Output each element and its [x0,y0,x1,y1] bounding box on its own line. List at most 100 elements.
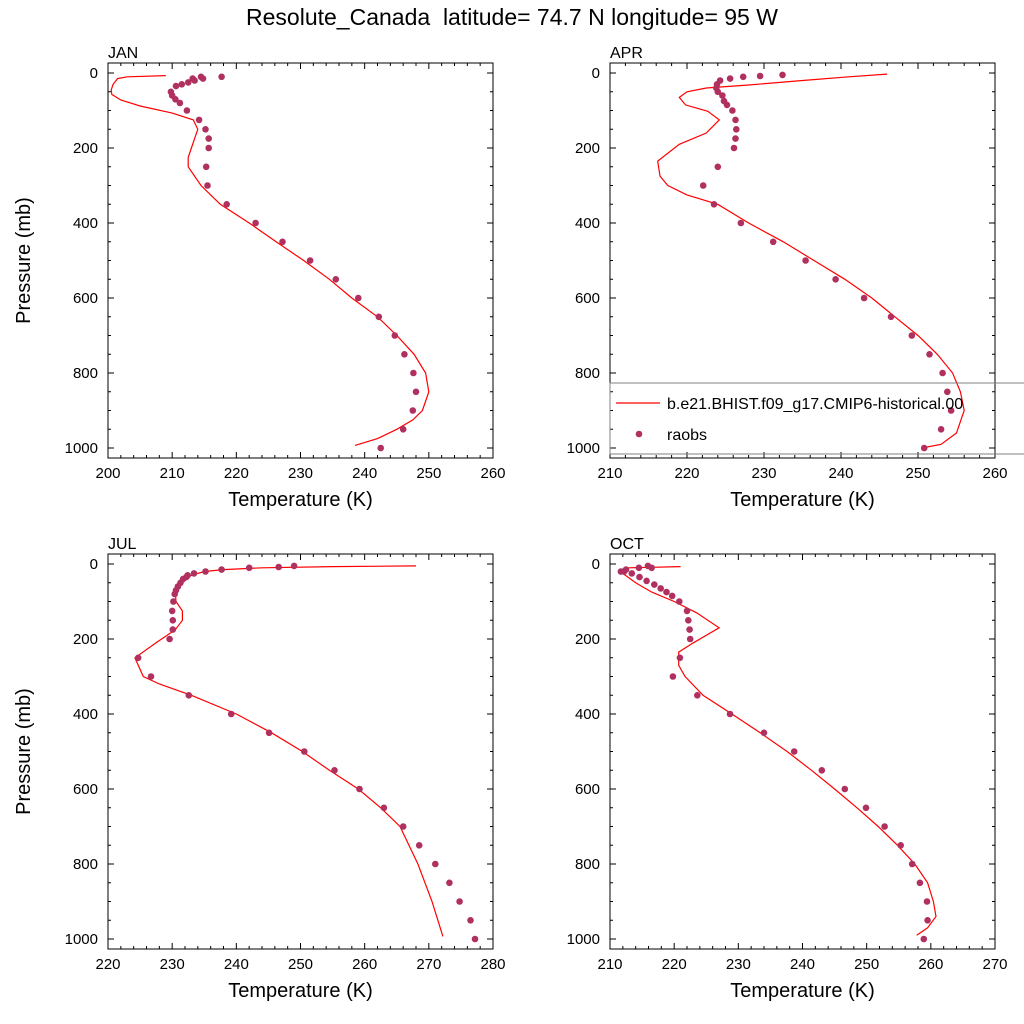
legend-marker-swatch [635,430,643,438]
raobs-point [195,116,203,124]
raobs-point [719,92,726,99]
raobs-point [760,729,768,737]
raobs-point [756,72,764,80]
raobs-point [245,564,253,572]
raobs-point [205,135,212,142]
y-tick-label: 600 [575,781,600,798]
plot-data [617,562,937,943]
raobs-point [172,82,180,90]
y-tick-label: 1000 [567,931,600,948]
raobs-point [189,75,196,82]
raobs-point [456,898,463,905]
x-tick-label: 270 [416,956,441,973]
raobs-point [947,407,955,414]
y-tick-label: 200 [73,140,98,157]
raobs-point [202,568,209,575]
raobs-point [730,144,738,152]
y-tick-label: 600 [73,290,98,307]
raobs-point [412,388,420,396]
raobs-point [467,917,474,924]
raobs-point [184,572,191,579]
y-axis-label: Pressure (mb) [13,688,35,815]
raobs-point [409,407,417,414]
raobs-point [726,75,734,82]
x-tick-label: 220 [224,465,249,482]
raobs-point [720,97,728,105]
raobs-point [415,842,423,849]
x-tick-label: 240 [828,465,853,482]
x-tick-label: 230 [288,465,313,482]
raobs-point [716,77,724,84]
legend-box [609,382,1024,455]
x-tick-label: 210 [597,956,622,973]
x-tick-label: 200 [95,465,120,482]
raobs-point [252,219,259,227]
raobs-point [446,879,453,887]
raobs-point [686,626,693,633]
raobs-point [218,566,225,573]
raobs-point [471,935,479,943]
x-axis-label: Temperature (K) [228,980,373,1002]
x-tick-label: 210 [597,465,622,482]
legend-model-label: b.e21.BHIST.f09_g17.CMIP6-historical.00 [667,396,963,413]
raobs-point [401,351,408,358]
panel-oct: OCT 210 220 230 240 250 260 270 0 200 400 600 800 100… [567,536,1008,1002]
raobs-point [779,71,786,79]
raobs-point [166,635,173,643]
raobs-point [818,767,826,774]
raobs-point [739,73,747,81]
raobs-point [202,126,209,133]
raobs-point [185,692,193,699]
raobs-point [227,710,235,718]
raobs-point [732,135,739,142]
x-tick-label: 250 [288,956,313,973]
panel-title: APR [610,45,643,62]
raobs-point [939,369,946,377]
raobs-point [635,564,643,572]
raobs-point [265,729,273,737]
raobs-point [331,767,338,774]
raobs-point [726,710,734,718]
raobs-point [802,257,809,264]
raobs-point [729,107,736,114]
panel-title: JAN [108,45,138,62]
panel-apr: APR 210 220 230 240 250 260 0 200 400 600 800 1000 Te… [567,45,1024,511]
raobs-point [301,748,308,755]
plot-layer: JAN 200 210 220 230 240 250 260 0 200 400 600 800 100… [13,45,1024,1002]
y-tick-label: 400 [575,706,600,723]
raobs-point [168,607,176,615]
x-tick-label: 210 [160,465,185,482]
plot-frame [609,553,996,950]
x-tick-label: 280 [480,956,505,973]
plot-data [110,73,430,452]
x-tick-label: 260 [352,956,377,973]
raobs-point [832,276,839,283]
raobs-point [306,257,314,264]
x-tick-label: 220 [674,465,699,482]
y-tick-label: 0 [90,65,98,82]
raobs-point [391,332,399,339]
raobs-point [147,673,155,680]
raobs-point [676,598,683,605]
raobs-point [643,577,650,585]
x-tick-label: 240 [224,956,249,973]
raobs-point [668,592,676,600]
y-tick-label: 1000 [65,440,98,457]
raobs-point [648,564,655,572]
raobs-point [676,654,684,662]
x-axis-label: Temperature (K) [730,489,875,511]
raobs-point [332,276,340,283]
raobs-point [686,635,694,643]
y-tick-label: 800 [73,365,98,382]
x-tick-label: 270 [982,956,1007,973]
raobs-point [769,238,777,246]
raobs-point [862,804,870,812]
model-profile-line [618,566,937,936]
figure-title: Resolute_Canada latitude= 74.7 N longitu… [246,4,778,30]
raobs-point [355,294,362,302]
plot-frame [107,553,494,950]
raobs-point [205,144,212,152]
x-tick-label: 230 [751,465,776,482]
raobs-point [924,917,931,924]
